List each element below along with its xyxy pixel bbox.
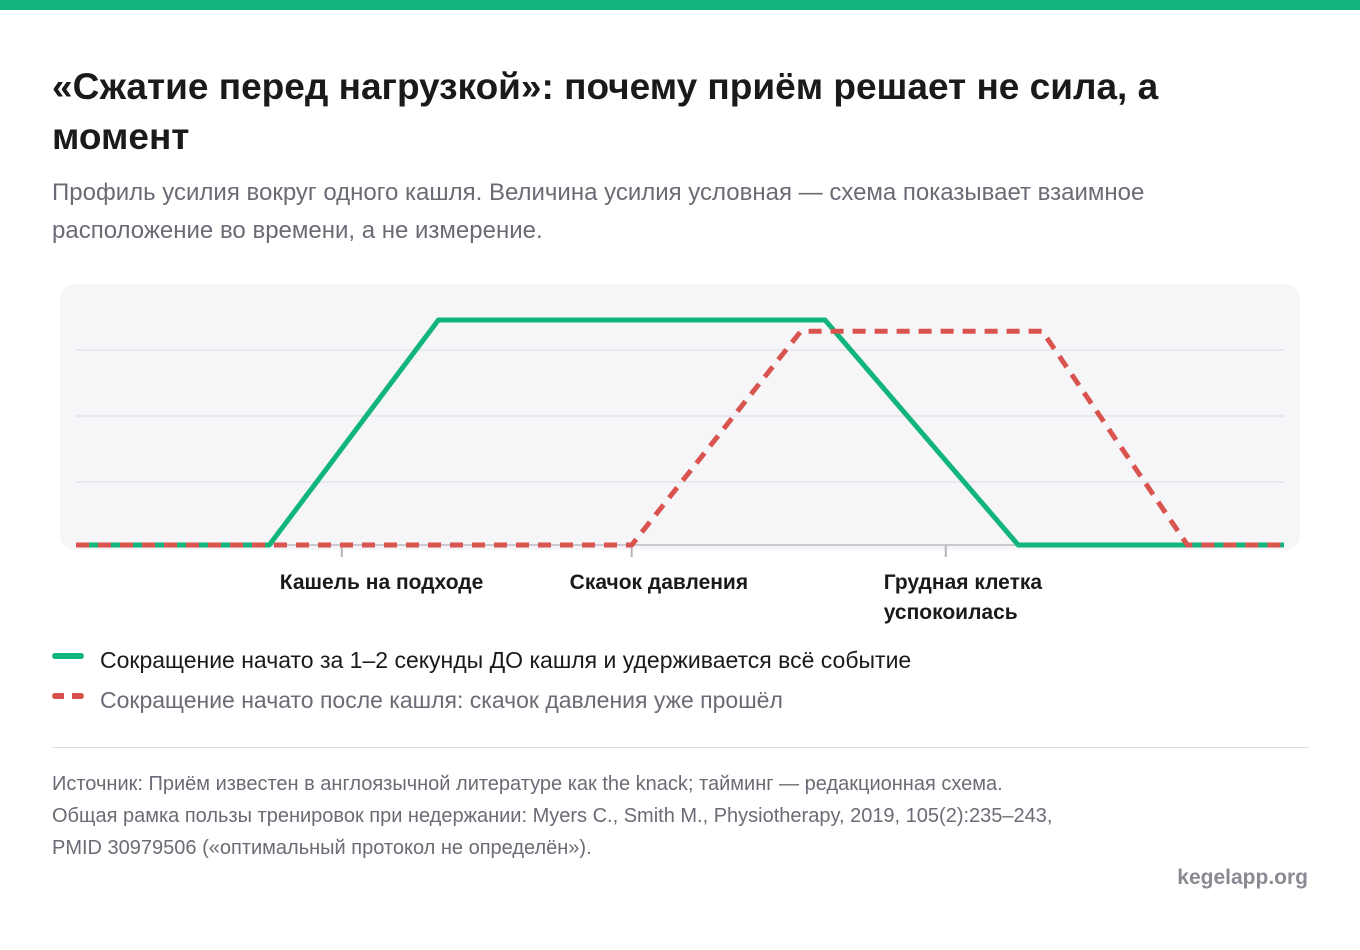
series-line-after-cough [76,328,1284,548]
brand-link[interactable]: kegelapp.org [1177,866,1308,889]
x-tick-label: Скачок давления [569,571,749,594]
x-tick-label: Грудная клетка успокоилась [883,571,1043,624]
effort-profile-chart [76,317,1284,557]
footer-divider [52,747,1309,748]
top-accent-bar [0,0,1360,10]
page-title: «Сжатие перед нагрузкой»: почему приём р… [52,66,1159,157]
legend-swatch-dashed [52,693,84,699]
legend-label: Сокращение начато за 1–2 секунды ДО кашл… [100,647,912,673]
chart-panel [60,284,1300,550]
legend-swatch-solid [52,653,84,659]
page-subtitle: Профиль усилия вокруг одного кашля. Вели… [52,179,1145,244]
source-note: Источник: Приём известен в англоязычной … [52,773,1053,859]
legend-label: Сокращение начато после кашля: скачок да… [100,687,783,713]
series-line-before-cough [76,317,1284,548]
x-tick-label: Кашель на подходе [279,571,484,594]
